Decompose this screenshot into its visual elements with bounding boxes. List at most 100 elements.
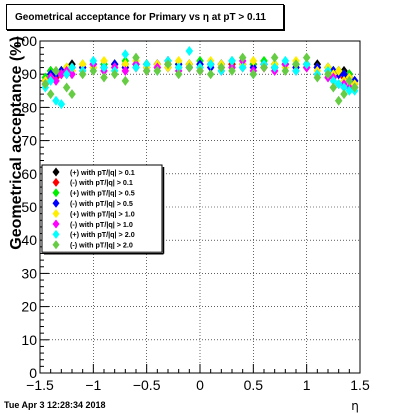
y-tick-label: 10 (21, 332, 37, 348)
data-point (52, 65, 60, 76)
data-point (249, 69, 258, 80)
data-point (302, 59, 311, 70)
data-point (89, 65, 98, 76)
y-tick-label: 60 (21, 166, 37, 182)
data-point (78, 59, 87, 70)
data-point (196, 65, 204, 76)
data-point (185, 62, 194, 73)
data-point (132, 52, 140, 63)
data-point (228, 65, 236, 76)
legend-label: (-) with pT/|q| > 0.1 (70, 178, 133, 187)
data-point (324, 69, 332, 80)
data-point (334, 95, 343, 106)
data-point (270, 62, 279, 73)
legend-label: (+) with pT/|q| > 1.0 (70, 209, 135, 218)
data-point (185, 45, 194, 56)
data-point (132, 62, 140, 73)
data-point (110, 69, 119, 80)
y-axis-label: Geometrical acceptance (%) (8, 36, 25, 249)
data-point (329, 75, 338, 86)
data-point (68, 69, 76, 80)
data-point (340, 69, 348, 80)
legend-marker (52, 177, 60, 187)
data-point (302, 52, 311, 63)
x-tick-label: 0.5 (244, 377, 264, 393)
data-point (345, 75, 354, 86)
x-tick-label: −1 (85, 377, 101, 393)
data-point (78, 69, 87, 80)
x-tick-label: −0.5 (133, 377, 161, 393)
data-point (350, 82, 359, 93)
y-tick-label: 90 (21, 66, 37, 82)
data-point (292, 59, 300, 70)
data-point (121, 65, 130, 76)
data-point (52, 95, 60, 106)
data-point (46, 75, 55, 86)
data-point (206, 59, 215, 70)
data-point (238, 62, 247, 73)
data-point (228, 55, 236, 66)
data-point (100, 55, 108, 66)
data-point (121, 59, 130, 70)
data-point (174, 55, 183, 66)
data-point (57, 99, 66, 110)
data-point (206, 69, 215, 80)
x-tick-label: 1.5 (350, 377, 370, 393)
y-tick-label: 80 (21, 99, 37, 115)
data-point (57, 69, 66, 80)
y-tick-label: 0 (29, 365, 37, 381)
data-points (41, 45, 359, 110)
chart-title: Geometrical acceptance for Primary vs η … (15, 12, 266, 23)
legend-marker (52, 240, 60, 250)
data-point (292, 65, 300, 76)
data-point (100, 62, 108, 73)
data-point (270, 52, 279, 63)
legend-marker (52, 209, 60, 219)
legend-label: (+) with pT/|q| > 2.0 (70, 230, 135, 239)
timestamp: Tue Apr 3 12:28:34 2018 (4, 400, 106, 410)
y-tick-label: 100 (14, 33, 38, 49)
data-point (340, 89, 348, 100)
legend-marker (52, 188, 60, 198)
legend-label: (-) with pT/|q| > 1.0 (70, 220, 133, 229)
data-point (334, 79, 343, 90)
legend-label: (+) with pT/|q| > 0.5 (70, 189, 135, 198)
y-tick-label: 30 (21, 265, 37, 281)
data-point (62, 69, 71, 80)
data-point (89, 55, 98, 66)
legend-marker (52, 229, 60, 239)
y-tick-label: 50 (21, 199, 37, 215)
data-point (62, 82, 71, 93)
data-point (281, 55, 290, 66)
data-point (52, 75, 60, 86)
legend: (+) with pT/|q| > 0.1(-) with pT/|q| > 0… (41, 164, 165, 255)
data-point (100, 72, 108, 83)
data-point (153, 65, 162, 76)
data-point (164, 59, 172, 70)
chart-title-box: Geometrical acceptance for Primary vs η … (6, 4, 284, 30)
x-tick-label: 1 (303, 377, 311, 393)
data-point (313, 72, 322, 83)
data-point (174, 62, 183, 73)
data-point (142, 59, 151, 70)
data-point (345, 85, 354, 96)
data-point (41, 79, 50, 90)
data-point (329, 82, 338, 93)
data-point (46, 89, 55, 100)
y-tick-label: 70 (21, 133, 37, 149)
legend-label: (+) with pT/|q| > 0.1 (70, 168, 135, 177)
data-point (260, 62, 268, 73)
legend-label: (-) with pT/|q| > 2.0 (70, 241, 133, 250)
data-point (121, 75, 130, 86)
legend-marker (52, 167, 60, 177)
data-point (174, 69, 183, 80)
data-point (249, 55, 258, 66)
y-tick-label: 40 (21, 232, 37, 248)
x-tick-label: −1.5 (26, 377, 54, 393)
legend-marker (52, 219, 60, 229)
data-point (281, 65, 290, 76)
data-point (334, 65, 343, 76)
data-point (238, 52, 247, 63)
x-tick-label: 0 (196, 377, 204, 393)
data-point (68, 89, 76, 100)
